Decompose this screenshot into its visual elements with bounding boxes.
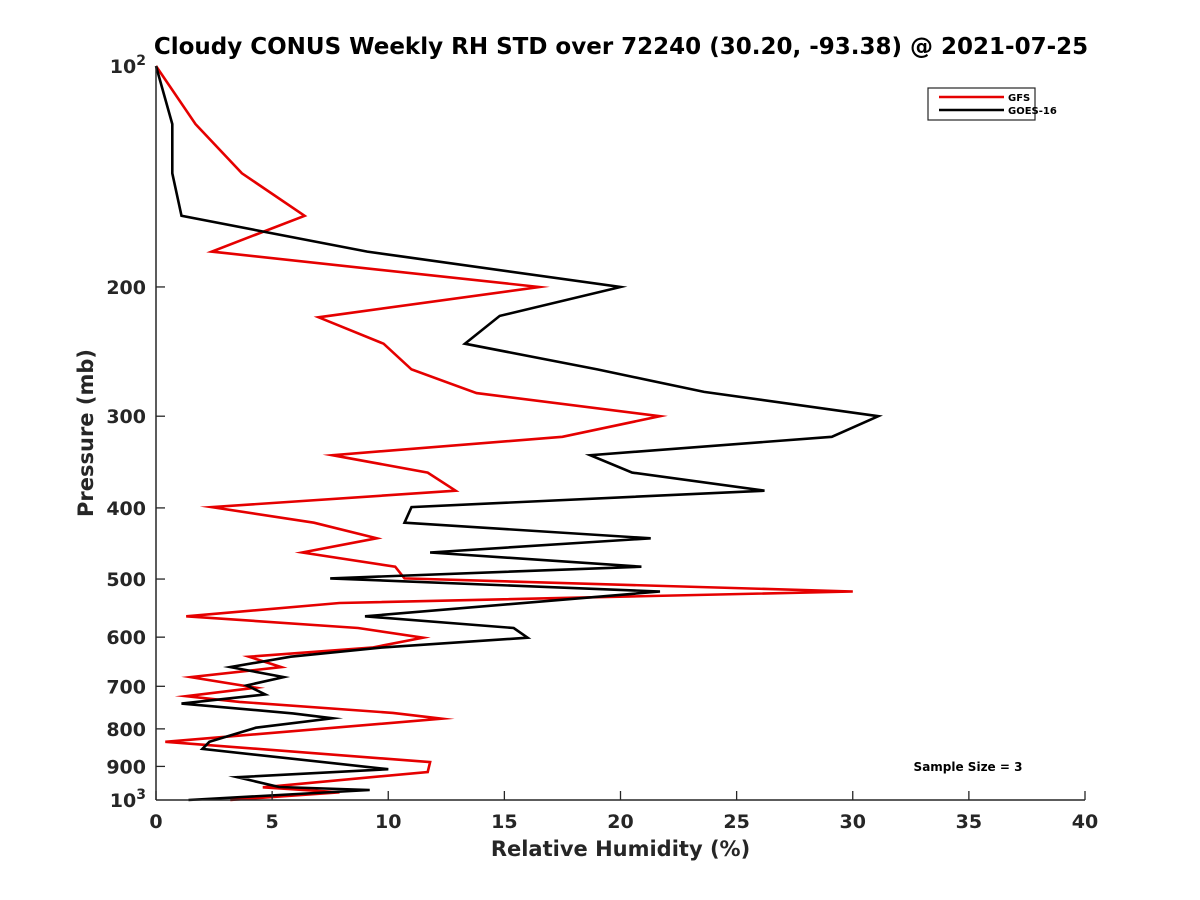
y-tick-label: 103 xyxy=(110,787,146,812)
y-axis-label: Pressure (mb) xyxy=(74,349,98,517)
y-tick-label: 500 xyxy=(106,569,146,591)
y-tick-label: 400 xyxy=(106,498,146,520)
y-tick-label: 200 xyxy=(106,277,146,299)
y-tick-label: 900 xyxy=(106,756,146,778)
x-tick-label: 35 xyxy=(956,811,982,833)
y-tick-label: 700 xyxy=(106,676,146,698)
y-tick-label: 800 xyxy=(106,719,146,741)
legend-label: GFS xyxy=(1008,93,1030,104)
sample-size-annotation: Sample Size = 3 xyxy=(914,760,1023,774)
y-tick-label: 600 xyxy=(106,627,146,649)
x-tick-label: 25 xyxy=(723,811,749,833)
x-tick-label: 5 xyxy=(266,811,279,833)
x-tick-label: 40 xyxy=(1072,811,1098,833)
axes-layer xyxy=(155,66,1085,801)
x-tick-label: 15 xyxy=(491,811,517,833)
y-tick-label: 300 xyxy=(106,406,146,428)
legend: GFS GOES-16 xyxy=(927,87,1057,121)
series-line-gfs xyxy=(154,65,853,802)
x-axis-label: Relative Humidity (%) xyxy=(491,837,750,861)
y-ticks: 102 200 300 400 500 600 700 800 900 103 xyxy=(106,53,165,812)
x-tick-label: 0 xyxy=(149,811,162,833)
series-line-goes-16 xyxy=(154,65,883,802)
legend-label: GOES-16 xyxy=(1008,106,1057,117)
x-tick-label: 30 xyxy=(840,811,866,833)
chart-title: Cloudy CONUS Weekly RH STD over 72240 (3… xyxy=(154,34,1088,60)
x-ticks: 0 5 10 15 20 25 30 35 40 xyxy=(149,791,1098,833)
y-tick-label: 102 xyxy=(110,53,146,78)
legend-box xyxy=(927,87,1036,121)
x-tick-label: 10 xyxy=(375,811,401,833)
x-tick-label: 20 xyxy=(607,811,633,833)
series-layer xyxy=(154,65,883,802)
